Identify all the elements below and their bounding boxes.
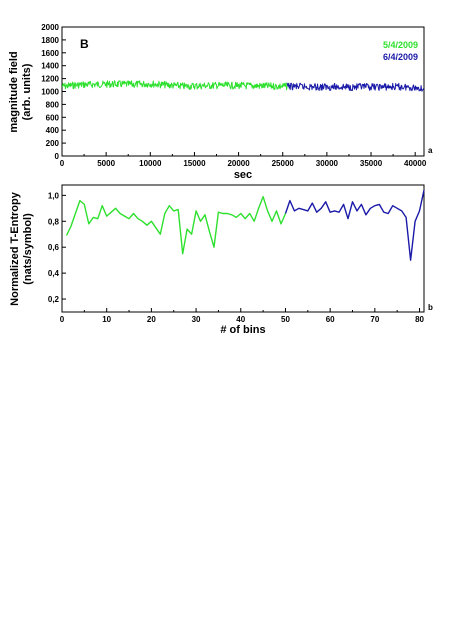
panel-b-ticks: 0 10 20 30 40 50 60 70 80 0,2 0,4 0,6 0,8 1,0 [48,191,425,324]
x-tick-label: 60 [326,315,335,324]
x-tick-label: 20000 [227,159,250,168]
x-tick-label: 50 [281,315,290,324]
x-tick-label: 40 [236,315,245,324]
panel-b-entropy: 0 10 20 30 40 50 60 70 80 0,2 0,4 0,6 0,8 1,0 b # of … [9,184,433,336]
y-tick-label: 0,8 [48,217,60,226]
y-tick-label: 600 [46,113,60,122]
series-line-1 [61,80,288,91]
x-tick-label: 30000 [316,159,339,168]
x-tick-label: 40000 [404,159,427,168]
panel-a-y-axis-label-line-2: (arb. units) [21,63,33,120]
y-tick-label: 1000 [41,88,59,97]
x-tick-label: 70 [370,315,379,324]
y-tick-label: 400 [46,126,60,135]
x-tick-label: 0 [60,315,65,324]
panel-b-corner-label: b [428,303,433,312]
panel-letter: B [80,37,89,51]
panel-a-plot-frame [61,26,425,157]
panel-a-magnitude-field: 0 5000 10000 15000 20000 25000 30000 35000 40000… [8,23,433,181]
panel-a-ticks: 0 5000 10000 15000 20000 25000 30000 35000 40000… [41,23,427,168]
panel-a-series [61,80,425,92]
x-tick-label: 30 [192,315,201,324]
x-tick-label: 0 [60,159,65,168]
x-tick-label: 20 [147,315,156,324]
x-tick-label: 15000 [183,159,206,168]
x-tick-label: 25000 [272,159,295,168]
y-tick-label: 0 [55,152,60,161]
y-tick-label: 1,0 [48,191,60,200]
panel-a-y-axis-label-line-1: magnitude field [8,51,20,132]
legend-entry-1: 5/4/2009 [383,40,418,50]
y-tick-label: 2000 [41,23,59,32]
panel-b-x-axis-label: # of bins [220,324,265,336]
x-tick-label: 10 [102,315,111,324]
y-tick-label: 1200 [41,75,59,84]
y-tick-label: 1600 [41,49,59,58]
panel-b-y-axis-label-line-1: Normalized T-Entropy [9,191,21,306]
y-tick-label: 1800 [41,36,59,45]
y-tick-label: 800 [46,100,60,109]
y-tick-label: 200 [46,139,60,148]
y-tick-label: 0,2 [48,295,60,304]
x-tick-label: 10000 [139,159,162,168]
x-tick-label: 35000 [360,159,383,168]
series-line-2 [286,82,425,92]
legend-entry-2: 6/4/2009 [383,52,418,62]
y-tick-label: 0,6 [48,243,60,252]
x-tick-label: 80 [415,315,424,324]
series-line-1 [65,195,287,255]
series-line-2 [284,190,425,261]
panel-a-x-axis-label: sec [234,169,252,181]
x-tick-label: 5000 [97,159,115,168]
panel-b-series [65,190,425,261]
y-tick-label: 1400 [41,62,59,71]
y-tick-label: 0,4 [48,269,60,278]
panel-b-y-axis-label-line-2: (nats/symbol) [22,213,34,285]
panel-a-corner-label: a [428,146,433,155]
panel-b-plot-frame [61,184,425,313]
